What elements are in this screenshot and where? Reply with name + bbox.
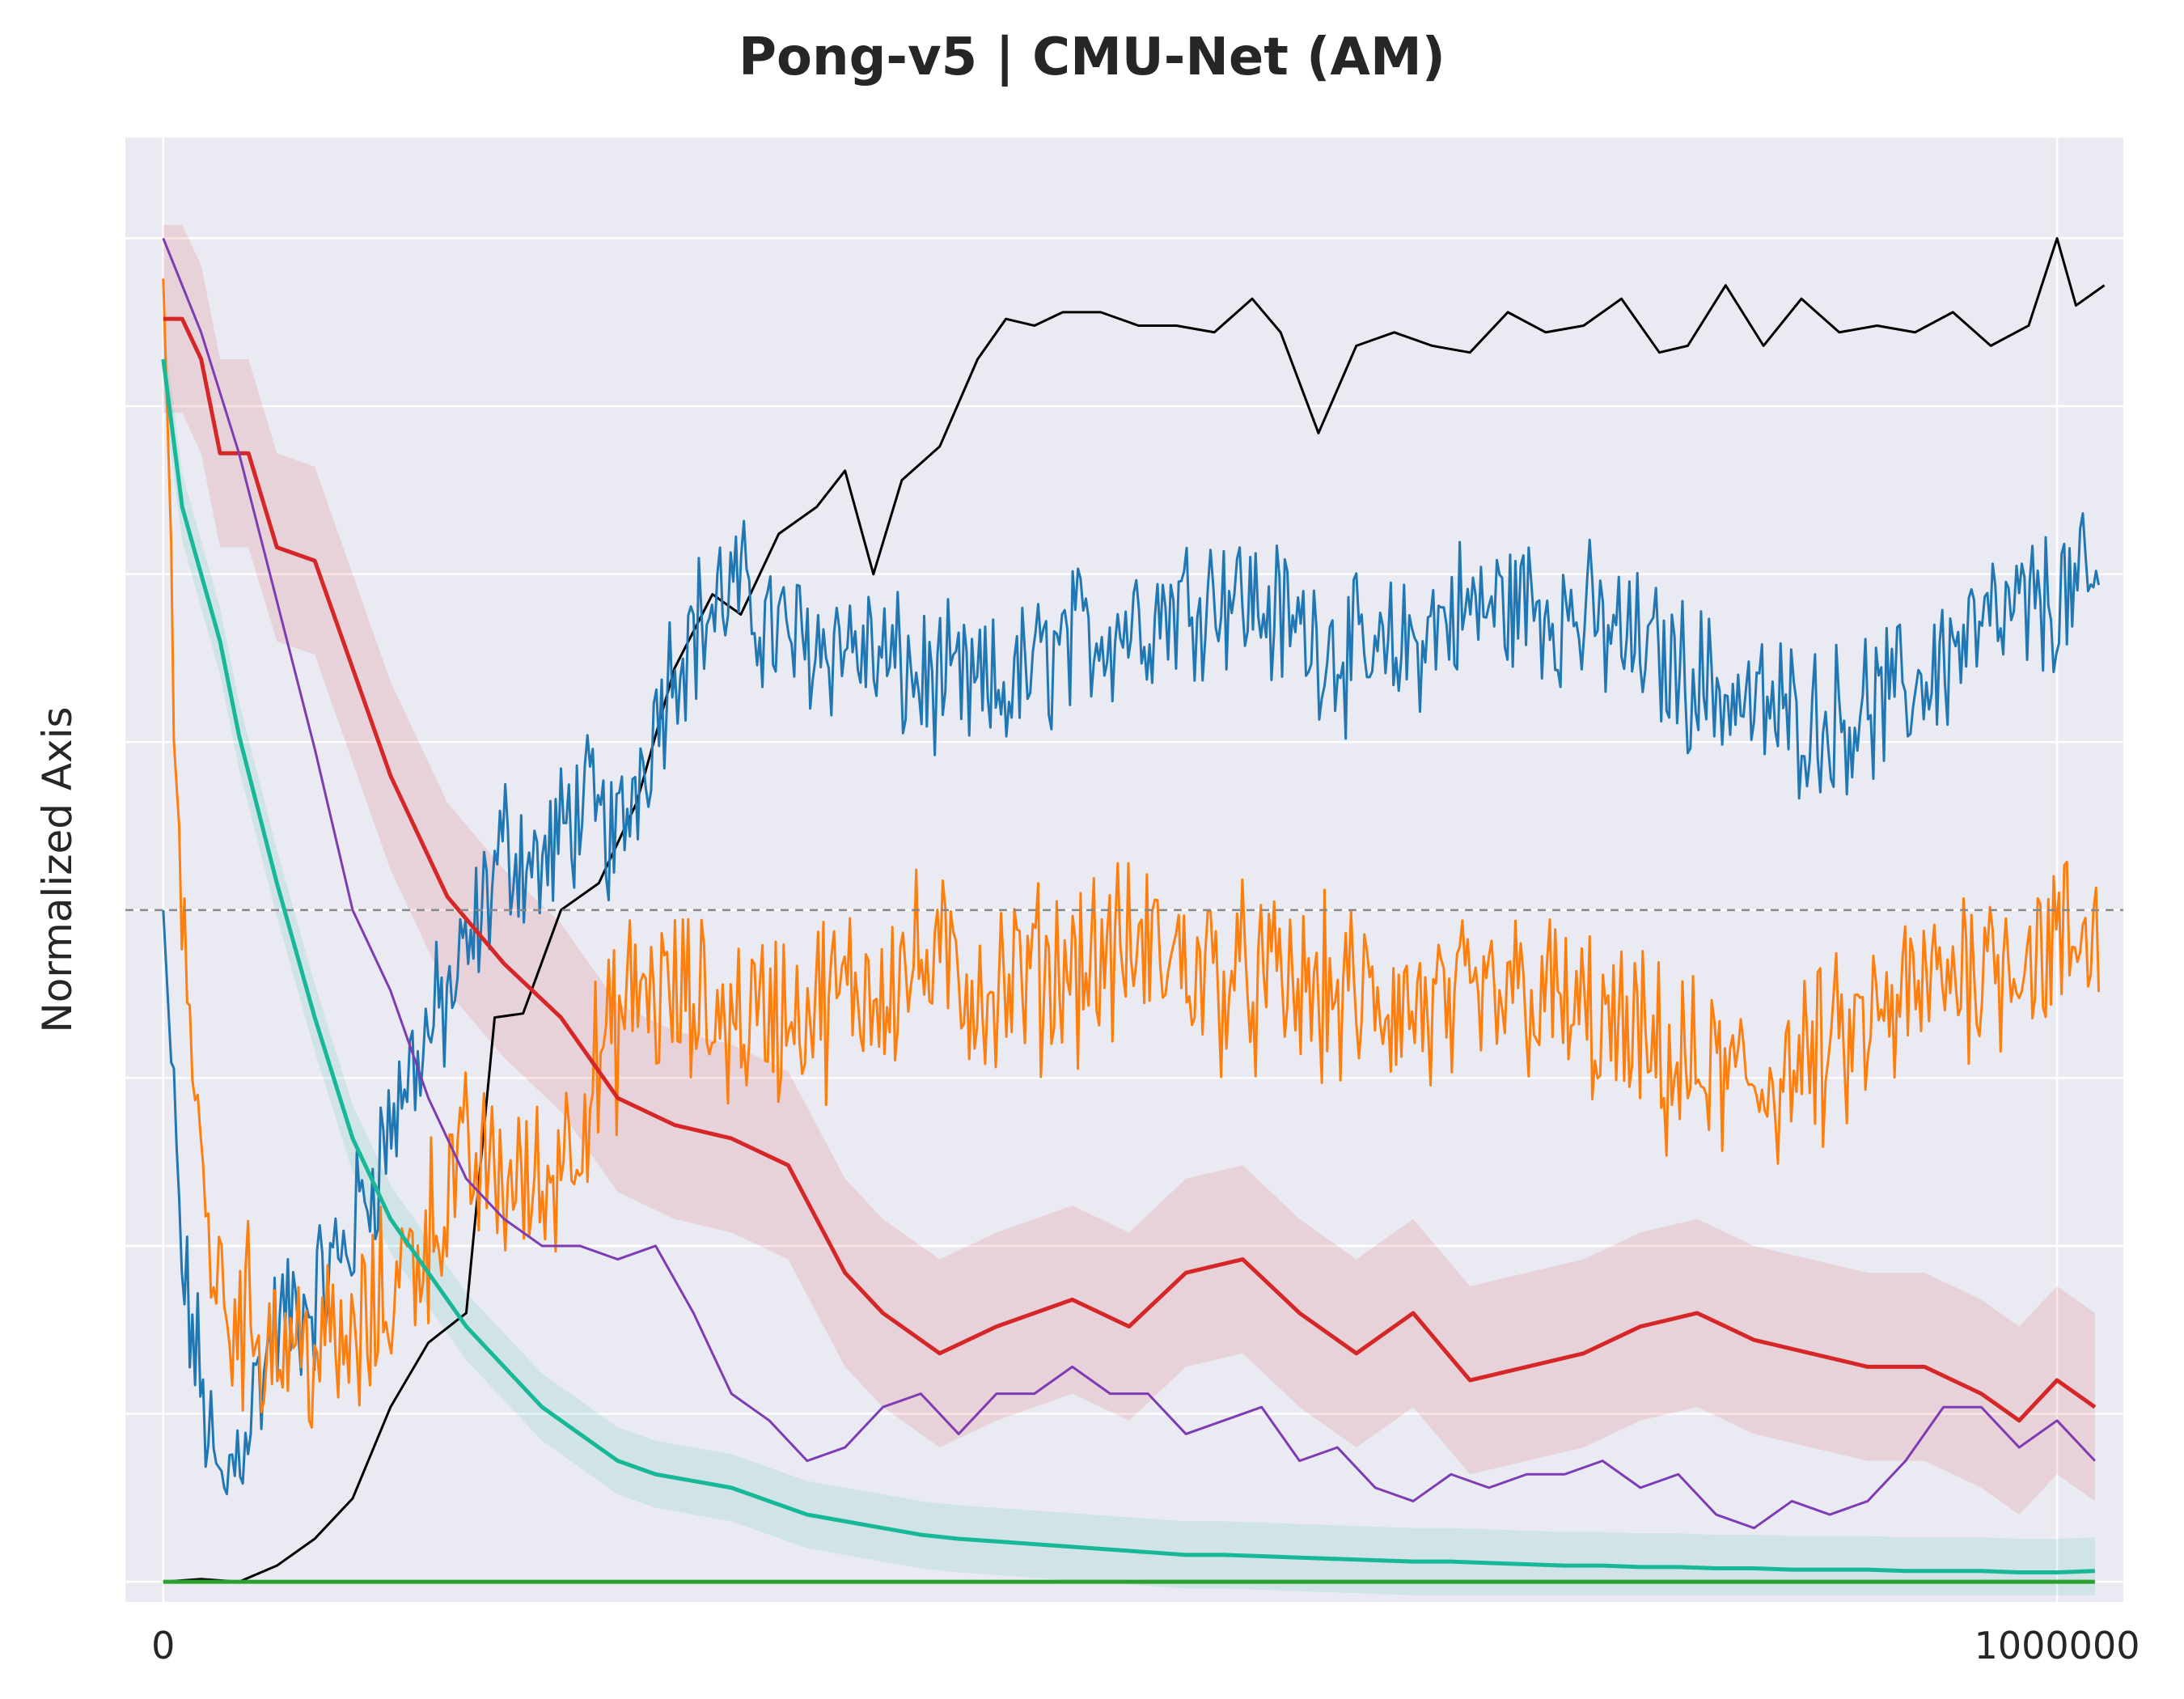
series-0-line [163,237,2106,1583]
x-tick-label-1: 1000000 [1974,1624,2140,1667]
chart-title: Pong-v5 | CMU-Net (AM) [739,28,1445,87]
grid [125,138,2123,1602]
series-3-band [163,224,2095,1515]
series-2-line [162,278,2101,1429]
series-4-line [162,237,2096,1530]
y-axis-label: Normalized Axis [34,706,81,1032]
plot-area [125,138,2123,1602]
confidence-bands [163,224,2095,1595]
x-tick-label-0: 0 [151,1624,175,1667]
series-5-line [161,358,2095,1574]
series-3-line [163,316,2097,1423]
series-1-line [162,511,2101,1496]
x-axis-ticks: 0 1000000 [151,1624,2140,1667]
series-lines [161,237,2106,1584]
